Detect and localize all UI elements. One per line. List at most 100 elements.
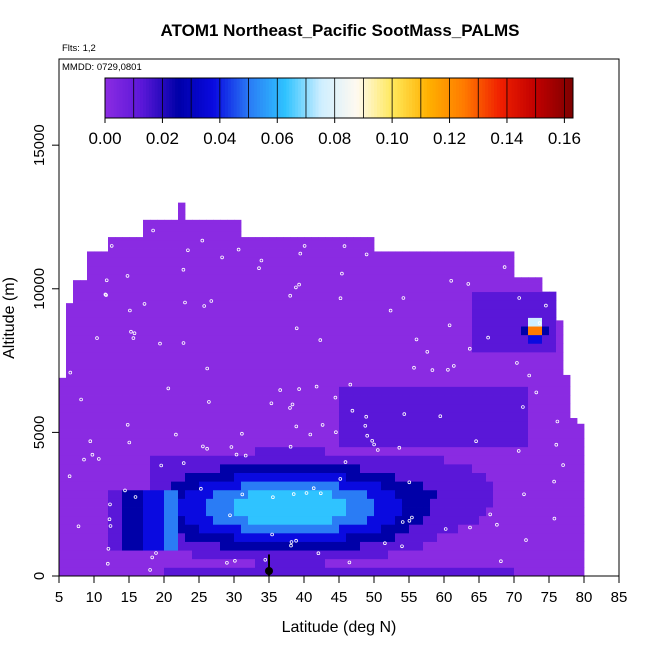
heatmap-cell: [444, 541, 452, 551]
heatmap-cell: [101, 334, 109, 344]
heatmap-cell: [360, 524, 368, 534]
heatmap-cell: [332, 481, 340, 491]
heatmap-cell: [479, 334, 487, 344]
heatmap-cell: [94, 343, 102, 353]
heatmap-cell: [444, 532, 452, 542]
heatmap-cell: [325, 334, 333, 344]
heatmap-cell: [157, 222, 165, 232]
heatmap-cell: [255, 524, 263, 534]
heatmap-cell: [73, 550, 81, 560]
heatmap-cell: [262, 334, 270, 344]
heatmap-cell: [171, 291, 179, 301]
heatmap-cell: [360, 386, 368, 396]
heatmap-cell: [178, 248, 186, 258]
heatmap-cell: [437, 274, 445, 284]
y-tick-label: 15000: [31, 124, 48, 166]
heatmap-cell: [178, 291, 186, 301]
heatmap-cell: [297, 420, 305, 430]
heatmap-cell: [241, 248, 249, 258]
heatmap-cell: [213, 351, 221, 361]
colorbar-segment: [219, 78, 223, 118]
heatmap-cell: [486, 334, 494, 344]
heatmap-cell: [206, 507, 214, 517]
heatmap-cell: [465, 472, 473, 482]
heatmap-cell: [241, 481, 249, 491]
heatmap-cell: [150, 239, 158, 249]
heatmap-cell: [290, 360, 298, 370]
heatmap-cell: [577, 446, 585, 456]
heatmap-cell: [164, 308, 172, 318]
heatmap-cell: [528, 343, 536, 353]
heatmap-cell: [472, 412, 480, 422]
heatmap-cell: [129, 291, 137, 301]
heatmap-cell: [325, 429, 333, 439]
heatmap-cell: [290, 420, 298, 430]
heatmap-cell: [283, 395, 291, 405]
heatmap-cell: [262, 412, 270, 422]
heatmap-cell: [465, 274, 473, 284]
colorbar-segment: [183, 78, 188, 118]
heatmap-cell: [318, 343, 326, 353]
heatmap-cell: [311, 429, 319, 439]
heatmap-cell: [234, 412, 242, 422]
heatmap-cell: [269, 541, 277, 551]
heatmap-cell: [66, 351, 74, 361]
heatmap-cell: [94, 481, 102, 491]
heatmap-cell: [297, 541, 305, 551]
heatmap-cell: [451, 403, 459, 413]
heatmap-cell: [150, 317, 158, 327]
heatmap-cell: [514, 412, 522, 422]
heatmap-cell: [199, 498, 207, 508]
heatmap-cell: [206, 489, 214, 499]
heatmap-cell: [388, 524, 396, 534]
heatmap-cell: [535, 326, 543, 336]
heatmap-cell: [360, 239, 368, 249]
heatmap-cell: [283, 429, 291, 439]
heatmap-cell: [206, 567, 214, 577]
sample-point: [522, 492, 526, 497]
colorbar-segment: [429, 78, 434, 118]
heatmap-cell: [304, 481, 312, 491]
heatmap-cell: [227, 343, 235, 353]
heatmap-cell: [332, 265, 340, 275]
heatmap-cell: [325, 489, 333, 499]
heatmap-cell: [500, 567, 508, 577]
heatmap-cell: [157, 257, 165, 267]
heatmap-cell: [423, 334, 431, 344]
heatmap-cell: [283, 567, 291, 577]
heatmap-cell: [199, 463, 207, 473]
heatmap-cell: [479, 257, 487, 267]
heatmap-cell: [304, 291, 312, 301]
date-note: MMDD: 0729,0801: [62, 62, 142, 73]
heatmap-cell: [66, 515, 74, 525]
heatmap-cell: [192, 403, 200, 413]
heatmap-cell: [220, 274, 228, 284]
heatmap-cell: [332, 239, 340, 249]
heatmap-cell: [542, 507, 550, 517]
heatmap-cell: [479, 524, 487, 534]
heatmap-cell: [451, 308, 459, 318]
heatmap-cell: [234, 507, 242, 517]
heatmap-cell: [325, 395, 333, 405]
heatmap-cell: [129, 248, 137, 258]
heatmap-cell: [451, 472, 459, 482]
heatmap-cell: [59, 541, 67, 551]
heatmap-cell: [59, 429, 67, 439]
heatmap-cell: [430, 317, 438, 327]
colorbar-segment: [166, 78, 170, 118]
heatmap-cell: [458, 251, 466, 258]
heatmap-cell: [451, 265, 459, 275]
colorbar-segment: [306, 78, 311, 118]
heatmap-cell: [472, 498, 480, 508]
heatmap-cell: [451, 481, 459, 491]
heatmap-cell: [353, 541, 361, 551]
heatmap-cell: [87, 369, 95, 379]
heatmap-cell: [318, 351, 326, 361]
heatmap-cell: [220, 248, 228, 258]
heatmap-cell: [381, 463, 389, 473]
heatmap-cell: [185, 455, 193, 465]
heatmap-cell: [143, 248, 151, 258]
heatmap-cell: [136, 550, 144, 560]
heatmap-cell: [311, 265, 319, 275]
heatmap-cell: [164, 386, 172, 396]
